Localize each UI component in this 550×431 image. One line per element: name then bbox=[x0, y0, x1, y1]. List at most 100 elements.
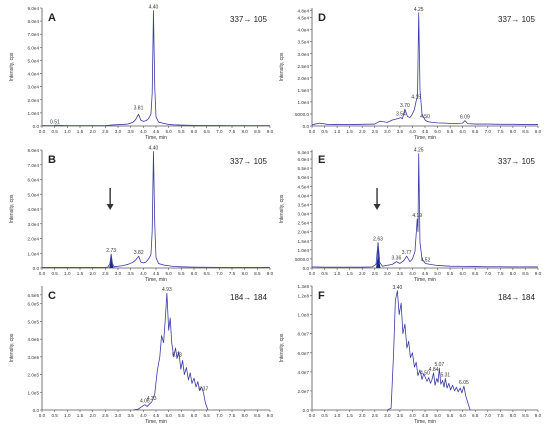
x-tick-label: 8.0 bbox=[510, 129, 517, 134]
chromatogram-trace bbox=[311, 12, 538, 126]
x-tick-label: 5.0 bbox=[165, 129, 172, 134]
y-tick-label: 6.5e5 bbox=[28, 293, 40, 298]
x-tick-label: 8.5 bbox=[254, 129, 261, 134]
x-tick-label: 6.0 bbox=[191, 413, 198, 418]
y-tick-label: 5.0e5 bbox=[28, 319, 40, 324]
y-axis-label: Intensity, cps bbox=[279, 52, 285, 81]
y-tick-label: 0.0 bbox=[303, 408, 310, 413]
y-tick-label: 1.0e4 bbox=[28, 251, 40, 256]
x-tick-label: 5.0 bbox=[434, 413, 441, 418]
peak-label: 6.09 bbox=[460, 115, 470, 121]
y-tick-label: 0.0 bbox=[33, 124, 40, 129]
x-tick-label: 9.0 bbox=[267, 271, 274, 276]
y-tick-label: 3.5e4 bbox=[298, 202, 310, 207]
y-tick-label: 2.0e4 bbox=[28, 237, 40, 242]
x-tick-label: 1.0 bbox=[64, 129, 71, 134]
x-tick-label: 7.0 bbox=[216, 413, 223, 418]
x-tick-label: 3.5 bbox=[397, 413, 404, 418]
y-tick-label: 1.5e4 bbox=[298, 88, 310, 93]
x-tick-label: 4.0 bbox=[140, 271, 147, 276]
y-tick-label: 1.0e4 bbox=[28, 111, 40, 116]
y-tick-label: 1.0e8 bbox=[298, 313, 310, 318]
y-tick-label: 9.0e4 bbox=[28, 6, 40, 11]
x-tick-label: 3.0 bbox=[384, 129, 391, 134]
x-tick-label: 1.5 bbox=[77, 271, 84, 276]
x-tick-label: 0.0 bbox=[39, 129, 46, 134]
x-tick-label: 7.0 bbox=[216, 129, 223, 134]
peak-label: 4.50 bbox=[420, 371, 430, 377]
y-tick-label: 0.0 bbox=[33, 266, 40, 271]
y-tick-label: 4.0e4 bbox=[28, 207, 40, 212]
x-tick-label: 0.5 bbox=[321, 413, 328, 418]
y-tick-label: 4.0e5 bbox=[28, 337, 40, 342]
peak-label: 5.31 bbox=[440, 373, 450, 379]
x-tick-label: 5.0 bbox=[434, 271, 441, 276]
y-tick-label: 2.0e4 bbox=[28, 98, 40, 103]
x-tick-label: 7.5 bbox=[229, 271, 236, 276]
y-tick-label: 3.0e4 bbox=[28, 222, 40, 227]
y-axis-label: Intensity, cps bbox=[9, 194, 15, 223]
x-tick-label: 3.5 bbox=[127, 271, 134, 276]
x-tick-label: 2.0 bbox=[359, 413, 366, 418]
y-tick-label: 1.0e4 bbox=[298, 100, 310, 105]
peak-label: 6.37 bbox=[199, 386, 209, 392]
peak-label: 3.54 bbox=[396, 112, 406, 118]
peak-label: 4.06 bbox=[140, 399, 150, 405]
transition-label: 337→ 105 bbox=[498, 15, 535, 24]
highlighted-peak-area bbox=[376, 242, 381, 268]
y-tick-label: 6.0e4 bbox=[28, 45, 40, 50]
x-tick-label: 4.0 bbox=[409, 271, 416, 276]
peak-label: 3.70 bbox=[400, 103, 410, 109]
panel-letter: C bbox=[48, 290, 56, 302]
panel-letter: A bbox=[48, 12, 56, 24]
x-tick-label: 2.0 bbox=[89, 129, 96, 134]
y-tick-label: 8.0e4 bbox=[28, 19, 40, 24]
x-tick-label: 2.0 bbox=[89, 271, 96, 276]
x-tick-label: 6.0 bbox=[191, 271, 198, 276]
y-tick-label: 1.2e8 bbox=[298, 294, 310, 299]
x-tick-label: 2.0 bbox=[89, 413, 96, 418]
x-tick-label: 5.5 bbox=[178, 413, 185, 418]
peak-label: 0.51 bbox=[50, 119, 60, 125]
y-tick-label: 1.0e5 bbox=[28, 390, 40, 395]
y-tick-label: 2.0e7 bbox=[298, 389, 310, 394]
chromatogram-trace bbox=[387, 290, 471, 411]
panel-letter: E bbox=[318, 154, 325, 166]
peak-label: 4.52 bbox=[421, 257, 431, 263]
panel-e: 6.4e4 6.0e4 5.5e4 5.0e4 4.5e4 4.0e4 3.5e4 3.0e4… bbox=[279, 148, 542, 283]
panel-a: 9.0e4 8.0e4 7.0e4 6.0e4 5.0e4 4.0e4 3.0e4 2.0e4… bbox=[9, 5, 274, 141]
y-axis-label: Intensity, cps bbox=[9, 52, 15, 81]
x-tick-label: 2.5 bbox=[372, 413, 379, 418]
y-axis-label: Intensity, cps bbox=[9, 333, 15, 362]
panel-b: 8.0e4 7.0e4 6.0e4 5.0e4 4.0e4 3.0e4 2.0e4 1.0e4… bbox=[9, 145, 274, 283]
y-tick-label: 5.5e4 bbox=[298, 166, 310, 171]
x-tick-label: 3.0 bbox=[115, 413, 122, 418]
x-tick-label: 6.0 bbox=[459, 271, 466, 276]
x-tick-label: 0.0 bbox=[309, 413, 316, 418]
y-tick-label: 5.0e4 bbox=[298, 175, 310, 180]
y-tick-label: 6.0e7 bbox=[298, 351, 310, 356]
x-tick-label: 6.5 bbox=[203, 129, 210, 134]
x-tick-label: 4.0 bbox=[409, 413, 416, 418]
y-tick-label: 1.5e4 bbox=[298, 239, 310, 244]
peak-label: 4.15 bbox=[411, 95, 421, 101]
panel-letter: D bbox=[318, 12, 326, 24]
x-tick-label: 4.5 bbox=[153, 129, 160, 134]
x-tick-label: 1.0 bbox=[334, 413, 341, 418]
x-tick-label: 5.5 bbox=[447, 271, 454, 276]
x-tick-label: 4.5 bbox=[422, 271, 429, 276]
x-tick-label: 8.5 bbox=[254, 413, 261, 418]
x-tick-label: 5.0 bbox=[165, 271, 172, 276]
transition-label: 337→ 105 bbox=[498, 157, 535, 166]
x-tick-label: 1.0 bbox=[334, 271, 341, 276]
x-tick-label: 3.0 bbox=[115, 129, 122, 134]
x-tick-label: 9.0 bbox=[535, 129, 542, 134]
x-tick-label: 2.5 bbox=[372, 129, 379, 134]
x-tick-label: 7.5 bbox=[497, 271, 504, 276]
peak-label: 3.36 bbox=[392, 256, 402, 262]
x-tick-label: 6.0 bbox=[459, 413, 466, 418]
x-tick-label: 1.0 bbox=[64, 271, 71, 276]
y-tick-label: 4.5e4 bbox=[298, 184, 310, 189]
y-tick-label: 2.0e4 bbox=[298, 76, 310, 81]
